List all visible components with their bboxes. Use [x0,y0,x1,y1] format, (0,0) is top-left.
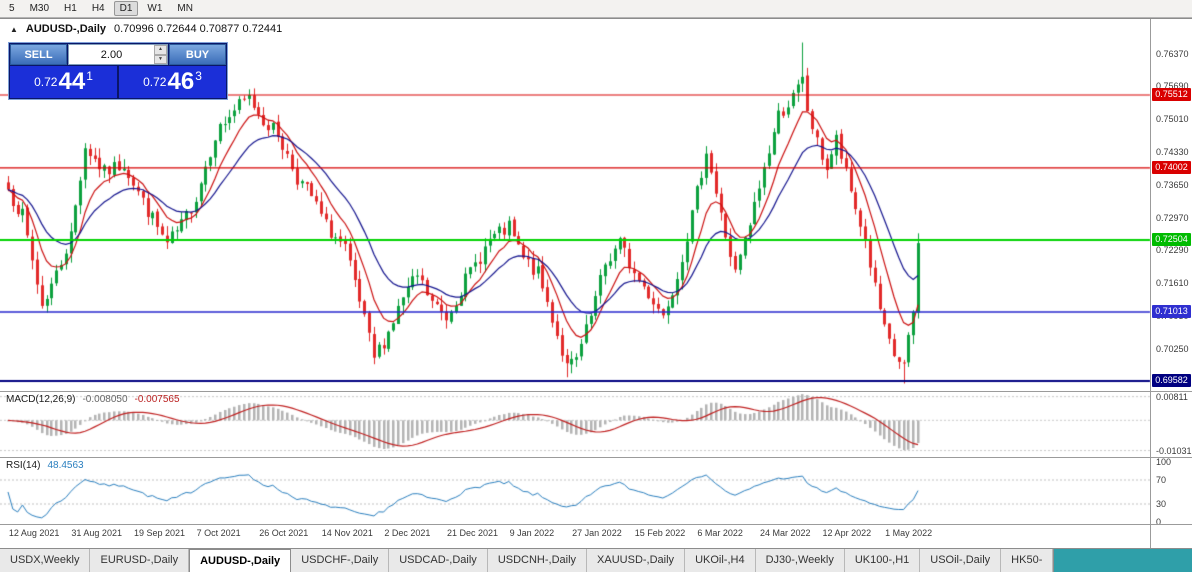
tab-usoil-daily[interactable]: USOil-,Daily [920,549,1002,572]
buy-button[interactable]: BUY [169,44,226,65]
chart-ohlc-values: 0.70996 0.72644 0.70877 0.72441 [114,23,283,35]
tab-audusd-daily[interactable]: AUDUSD-,Daily [189,549,292,572]
one-click-trading-widget: SELL 2.00 ▲ ▼ BUY 0.72 44 1 0.72 46 3 [8,42,228,100]
tab-hk50[interactable]: HK50- [1001,549,1054,572]
tab-usdx-weekly[interactable]: USDX,Weekly [0,549,91,572]
tab-eurusd-daily[interactable]: EURUSD-,Daily [90,549,190,572]
price-scale-divider [1150,18,1151,548]
tab-usdcnh-daily[interactable]: USDCNH-,Daily [488,549,588,572]
timeframe-m5-button[interactable]: 5 [3,1,21,16]
macd-indicator-label: MACD(12,26,9) -0.008050 -0.007565 [6,394,180,405]
sell-price-display[interactable]: 0.72 44 1 [10,66,117,98]
buy-price-pipette: 3 [195,69,202,83]
macd-title: MACD(12,26,9) [6,394,76,405]
rsi-value: 48.4563 [47,460,84,471]
tab-dj30-weekly[interactable]: DJ30-,Weekly [756,549,845,572]
macd-signal-value: -0.007565 [134,394,180,405]
sell-price-prefix: 0.72 [34,75,58,89]
volume-decrease-button[interactable]: ▼ [154,54,167,64]
timeframe-h1-button[interactable]: H1 [58,1,83,16]
buy-price-display[interactable]: 0.72 46 3 [119,66,226,98]
volume-value: 2.00 [100,48,123,61]
volume-increase-button[interactable]: ▲ [154,45,167,55]
timeframe-mn-button[interactable]: MN [171,1,199,16]
tab-usdcad-daily[interactable]: USDCAD-,Daily [389,549,488,572]
tab-usdchf-daily[interactable]: USDCHF-,Daily [291,549,390,572]
sell-price-pipette: 1 [86,69,93,83]
buy-price-pips: 46 [167,68,195,95]
tab-ukoil-h4[interactable]: UKOil-,H4 [685,549,756,572]
rsi-indicator-label: RSI(14) 48.4563 [6,460,84,471]
chart-symbol-label: AUDUSD-,Daily [25,23,106,35]
chart-title: ▲ AUDUSD-,Daily 0.70996 0.72644 0.70877 … [10,23,282,35]
chart-tab-bar: USDX,Weekly EURUSD-,Daily AUDUSD-,Daily … [0,548,1192,572]
pane-separator [0,524,1192,525]
rsi-title: RSI(14) [6,460,41,471]
timeframe-m30-button[interactable]: M30 [24,1,55,16]
volume-field[interactable]: 2.00 ▲ ▼ [68,44,168,65]
pane-separator[interactable] [0,391,1192,392]
sell-price-pips: 44 [58,68,86,95]
macd-main-value: -0.008050 [82,394,128,405]
pane-separator[interactable] [0,457,1192,458]
chart-border [0,18,1192,19]
timeframe-h4-button[interactable]: H4 [86,1,111,16]
timeframe-d1-button[interactable]: D1 [113,1,139,16]
window-corner [1053,549,1192,572]
sell-button[interactable]: SELL [10,44,67,65]
buy-price-prefix: 0.72 [143,75,167,89]
timeframe-w1-button[interactable]: W1 [141,1,168,16]
tab-uk100-h1[interactable]: UK100-,H1 [845,549,921,572]
timeframe-toolbar: 5 M30 H1 H4 D1 W1 MN [0,0,1192,18]
one-click-toggle-icon[interactable]: ▲ [10,25,18,34]
tab-xauusd-daily[interactable]: XAUUSD-,Daily [587,549,686,572]
